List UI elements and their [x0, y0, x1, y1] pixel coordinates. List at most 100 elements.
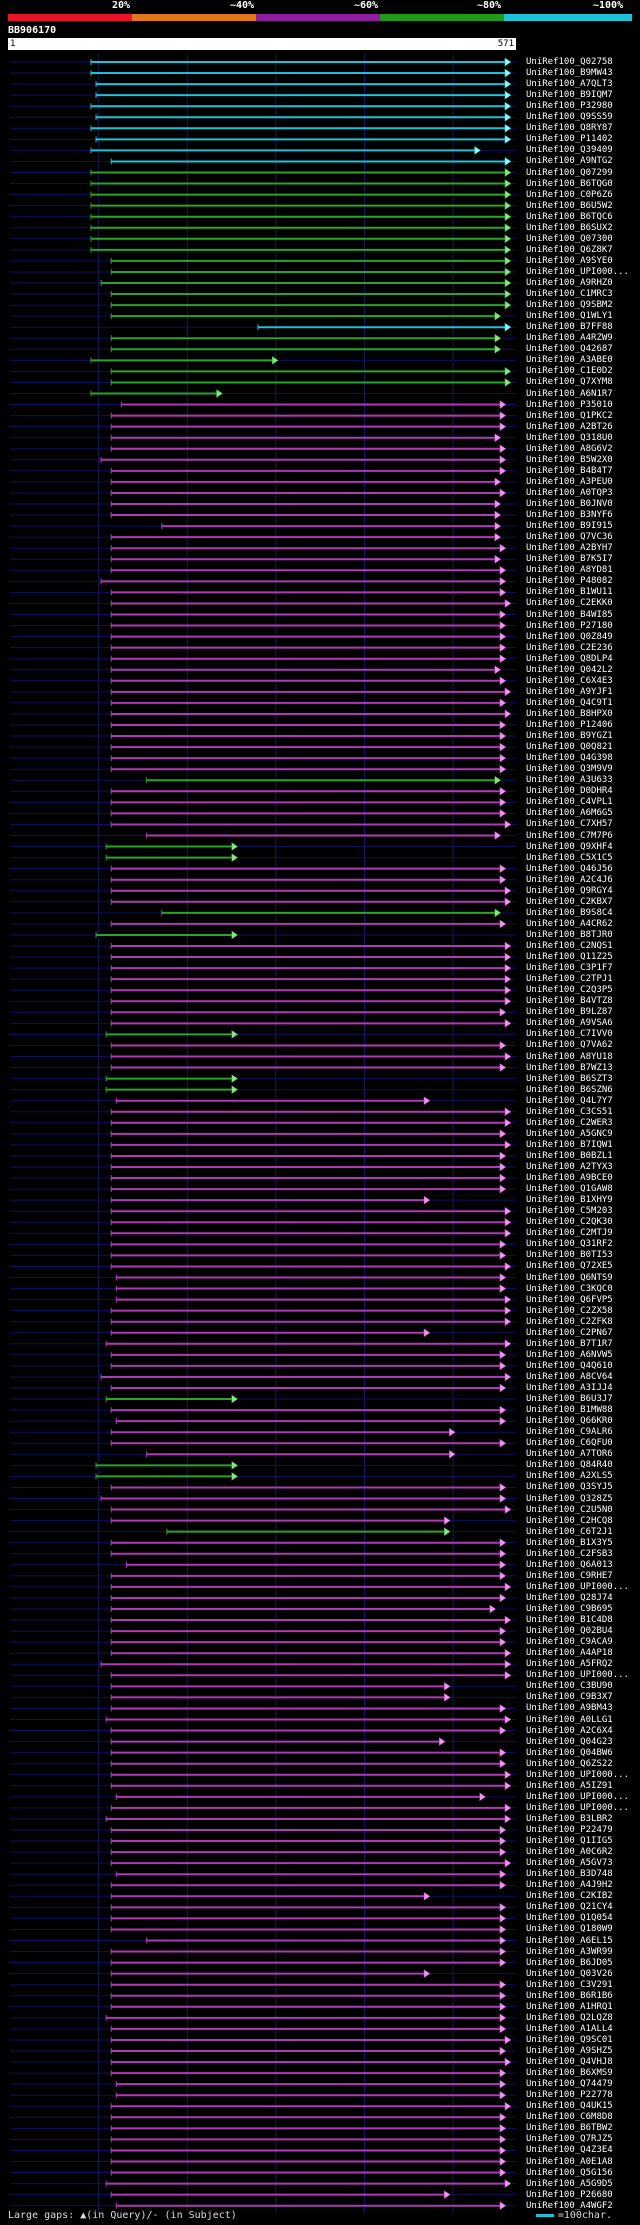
hit-label[interactable]: UniRef100_C7XH57 — [526, 819, 613, 830]
hit-label[interactable]: UniRef100_P11402 — [526, 134, 613, 145]
hit-label[interactable]: UniRef100_C2E236 — [526, 642, 613, 653]
hit-label[interactable]: UniRef100_Q21CY4 — [526, 1902, 613, 1913]
hit-label[interactable]: UniRef100_B1WU11 — [526, 587, 613, 598]
hit-label[interactable]: UniRef100_A5G9D5 — [526, 2178, 613, 2189]
hit-label[interactable]: UniRef100_B9LZ87 — [526, 1007, 613, 1018]
hit-label[interactable]: UniRef100_C1MRC3 — [526, 289, 613, 300]
hit-label[interactable]: UniRef100_B1X3Y5 — [526, 1537, 613, 1548]
hit-label[interactable]: UniRef100_A0C6R2 — [526, 1847, 613, 1858]
hit-label[interactable]: UniRef100_Q9RGY4 — [526, 885, 613, 896]
hit-label[interactable]: UniRef100_A3WR99 — [526, 1946, 613, 1957]
hit-label[interactable]: UniRef100_Q8RY87 — [526, 123, 613, 134]
hit-label[interactable]: UniRef100_C3BU90 — [526, 1681, 613, 1692]
hit-label[interactable]: UniRef100_B4VTZ8 — [526, 996, 613, 1007]
hit-label[interactable]: UniRef100_B3NYF6 — [526, 510, 613, 521]
hit-label[interactable]: UniRef100_Q318U0 — [526, 432, 613, 443]
hit-label[interactable]: UniRef100_C3CS51 — [526, 1106, 613, 1117]
hit-label[interactable]: UniRef100_B1XHY9 — [526, 1195, 613, 1206]
hit-label[interactable]: UniRef100_B3LBR2 — [526, 1813, 613, 1824]
hit-label[interactable]: UniRef100_UPI000... — [526, 1581, 629, 1592]
hit-label[interactable]: UniRef100_C7IVV0 — [526, 1029, 613, 1040]
hit-label[interactable]: UniRef100_Q180W9 — [526, 1924, 613, 1935]
hit-label[interactable]: UniRef100_B6TQC6 — [526, 211, 613, 222]
hit-label[interactable]: UniRef100_A2C4J6 — [526, 874, 613, 885]
hit-label[interactable]: UniRef100_Q66KR0 — [526, 1416, 613, 1427]
hit-label[interactable]: UniRef100_Q39409 — [526, 145, 613, 156]
hit-label[interactable]: UniRef100_B6R1B6 — [526, 1990, 613, 2001]
hit-label[interactable]: UniRef100_Q4L7Y7 — [526, 1095, 613, 1106]
hit-label[interactable]: UniRef100_B4WI85 — [526, 609, 613, 620]
hit-label[interactable]: UniRef100_B1MW88 — [526, 1405, 613, 1416]
hit-label[interactable]: UniRef100_A3IJJ4 — [526, 1383, 613, 1393]
hit-label[interactable]: UniRef100_Q4UK15 — [526, 2101, 613, 2112]
hit-label[interactable]: UniRef100_Q07299 — [526, 167, 613, 178]
hit-label[interactable]: UniRef100_A4AP18 — [526, 1648, 613, 1659]
hit-label[interactable]: UniRef100_Q07300 — [526, 233, 613, 244]
hit-label[interactable]: UniRef100_Q7VC36 — [526, 532, 613, 543]
hit-label[interactable]: UniRef100_Q74479 — [526, 2079, 613, 2090]
hit-label[interactable]: UniRef100_B9MW43 — [526, 68, 613, 79]
hit-label[interactable]: UniRef100_C3V291 — [526, 1979, 613, 1990]
hit-label[interactable]: UniRef100_A6N1R7 — [526, 388, 613, 399]
hit-label[interactable]: UniRef100_Q4Z3E4 — [526, 2145, 613, 2156]
hit-label[interactable]: UniRef100_B4B4T7 — [526, 465, 613, 476]
hit-label[interactable]: UniRef100_A0E1A8 — [526, 2156, 613, 2167]
hit-label[interactable]: UniRef100_Q42687 — [526, 344, 613, 355]
hit-label[interactable]: UniRef100_A4RZW9 — [526, 333, 613, 344]
hit-label[interactable]: UniRef100_Q1IIG5 — [526, 1836, 613, 1847]
hit-label[interactable]: UniRef100_Q3SYJ5 — [526, 1482, 613, 1493]
hit-label[interactable]: UniRef100_Q4VHJ8 — [526, 2057, 613, 2068]
hit-label[interactable]: UniRef100_Q042L2 — [526, 664, 613, 675]
hit-label[interactable]: UniRef100_C6QFU0 — [526, 1438, 613, 1449]
hit-label[interactable]: UniRef100_B3D748 — [526, 1869, 613, 1880]
hit-label[interactable]: UniRef100_A4WGF2 — [526, 2200, 613, 2211]
hit-label[interactable]: UniRef100_A9VSA6 — [526, 1018, 613, 1029]
hit-label[interactable]: UniRef100_B7T1R7 — [526, 1338, 613, 1349]
hit-label[interactable]: UniRef100_B7IQW1 — [526, 1139, 613, 1150]
hit-label[interactable]: UniRef100_A3U633 — [526, 775, 613, 786]
hit-label[interactable]: UniRef100_A5GNC9 — [526, 1128, 613, 1139]
hit-label[interactable]: UniRef100_P22778 — [526, 2090, 613, 2101]
hit-label[interactable]: UniRef100_B6XMS9 — [526, 2068, 613, 2079]
hit-label[interactable]: UniRef100_A6NVW5 — [526, 1349, 613, 1360]
hit-label[interactable]: UniRef100_C3KQC0 — [526, 1283, 613, 1294]
hit-label[interactable]: UniRef100_UPI000... — [526, 1670, 629, 1681]
hit-label[interactable]: UniRef100_A9BCE0 — [526, 1173, 613, 1184]
hit-label[interactable]: UniRef100_C2PN67 — [526, 1327, 613, 1338]
hit-label[interactable]: UniRef100_Q03V26 — [526, 1968, 613, 1979]
hit-label[interactable]: UniRef100_A2BYH7 — [526, 543, 613, 554]
hit-label[interactable]: UniRef100_A7TOR6 — [526, 1449, 613, 1460]
hit-label[interactable]: UniRef100_A3ABE0 — [526, 355, 613, 366]
hit-label[interactable]: UniRef100_A8G6V2 — [526, 443, 613, 454]
hit-label[interactable]: UniRef100_D0DHR4 — [526, 786, 613, 797]
hit-label[interactable]: UniRef100_C2EKK0 — [526, 598, 613, 609]
hit-label[interactable]: UniRef100_B6JD05 — [526, 1957, 613, 1968]
hit-label[interactable]: UniRef100_A8YU18 — [526, 1051, 613, 1062]
hit-label[interactable]: UniRef100_A9NTG2 — [526, 156, 613, 167]
hit-label[interactable]: UniRef100_B1C4D8 — [526, 1615, 613, 1626]
hit-label[interactable]: UniRef100_Q4Q610 — [526, 1360, 613, 1371]
hit-label[interactable]: UniRef100_Q02BU4 — [526, 1626, 613, 1637]
hit-label[interactable]: UniRef100_A9YJF1 — [526, 686, 613, 697]
hit-label[interactable]: UniRef100_C2QK30 — [526, 1217, 613, 1228]
hit-label[interactable]: UniRef100_B8HPX0 — [526, 708, 613, 719]
hit-label[interactable]: UniRef100_B7WZ13 — [526, 1062, 613, 1073]
hit-label[interactable]: UniRef100_B5W2X0 — [526, 454, 613, 465]
hit-label[interactable]: UniRef100_A8CV64 — [526, 1371, 613, 1382]
hit-label[interactable]: UniRef100_C2MTJ9 — [526, 1228, 613, 1239]
hit-label[interactable]: UniRef100_A4J9H2 — [526, 1880, 613, 1891]
hit-label[interactable]: UniRef100_C3P1F7 — [526, 963, 613, 974]
hit-label[interactable]: UniRef100_C7M7P6 — [526, 830, 613, 841]
hit-label[interactable]: UniRef100_Q6ZS22 — [526, 1758, 613, 1769]
hit-label[interactable]: UniRef100_B9IQM7 — [526, 90, 613, 101]
hit-label[interactable]: UniRef100_Q5G156 — [526, 2167, 613, 2178]
hit-label[interactable]: UniRef100_A3PEU0 — [526, 476, 613, 487]
hit-label[interactable]: UniRef100_Q9SBM2 — [526, 300, 613, 311]
hit-label[interactable]: UniRef100_UPI000... — [526, 1791, 629, 1802]
hit-label[interactable]: UniRef100_Q7VA62 — [526, 1040, 613, 1051]
hit-label[interactable]: UniRef100_B9S8C4 — [526, 907, 613, 918]
hit-label[interactable]: UniRef100_B8TJR0 — [526, 929, 613, 940]
hit-label[interactable]: UniRef100_A0TQP3 — [526, 487, 613, 498]
hit-label[interactable]: UniRef100_B9YGZ1 — [526, 731, 613, 742]
hit-label[interactable]: UniRef100_P27180 — [526, 620, 613, 631]
